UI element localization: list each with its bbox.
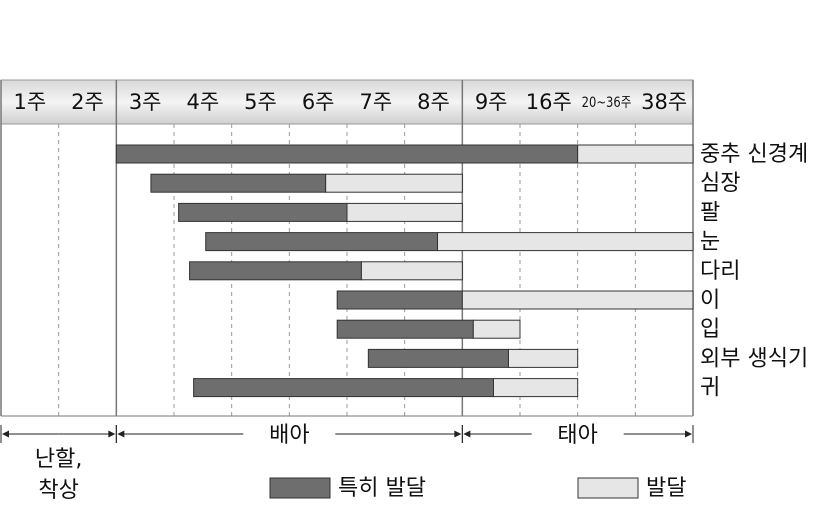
column-label: 5주 [244,90,277,114]
column-label: 2주 [71,90,104,114]
period-label: 난할, [35,447,82,472]
row-label: 팔 [700,200,720,225]
row-label: 눈 [700,230,720,255]
column-label: 1주 [13,90,46,114]
row-label: 이 [700,288,720,313]
bar [437,232,694,252]
period-label: 태아 [557,423,597,448]
arrow-head [117,430,125,438]
row-label: 외부 생식기 [700,346,808,371]
bar [367,348,509,368]
bar [577,144,694,164]
column-label: 6주 [302,90,335,114]
arrow-head [108,430,116,438]
bar [115,144,579,164]
legend-label: 특히 발달 [338,476,426,501]
bar [461,290,694,310]
bar [205,232,439,252]
bar [178,202,348,222]
row-label: 다리 [700,259,740,284]
bar [472,319,521,339]
row-label: 입 [700,317,720,342]
bar [189,261,362,281]
column-label: 3주 [129,90,162,114]
bar [336,319,474,339]
bar [346,202,463,222]
column-label: 7주 [359,90,392,114]
legend-swatch [577,477,639,499]
row-label: 귀 [700,376,720,401]
column-label: 16주 [526,90,572,114]
bar [193,378,494,398]
bar [507,348,579,368]
legend-label: 발달 [646,476,686,501]
bar [360,261,463,281]
column-label: 38주 [641,90,687,114]
bar [492,378,579,398]
arrow-head [463,430,471,438]
bar [336,290,463,310]
column-label: 20~36주 [582,95,632,111]
arrow-head [2,430,9,438]
row-label: 심장 [700,171,740,196]
arrow-head [454,430,462,438]
column-label: 9주 [475,90,508,114]
period-label: 착상 [38,478,78,503]
row-label: 중추 신경계 [700,142,808,167]
bar [150,173,327,193]
bar [325,173,463,193]
column-label: 8주 [417,90,450,114]
legend-swatch [269,477,331,499]
column-label: 4주 [186,90,219,114]
period-label: 배아 [269,423,309,448]
arrow-head [685,430,692,438]
